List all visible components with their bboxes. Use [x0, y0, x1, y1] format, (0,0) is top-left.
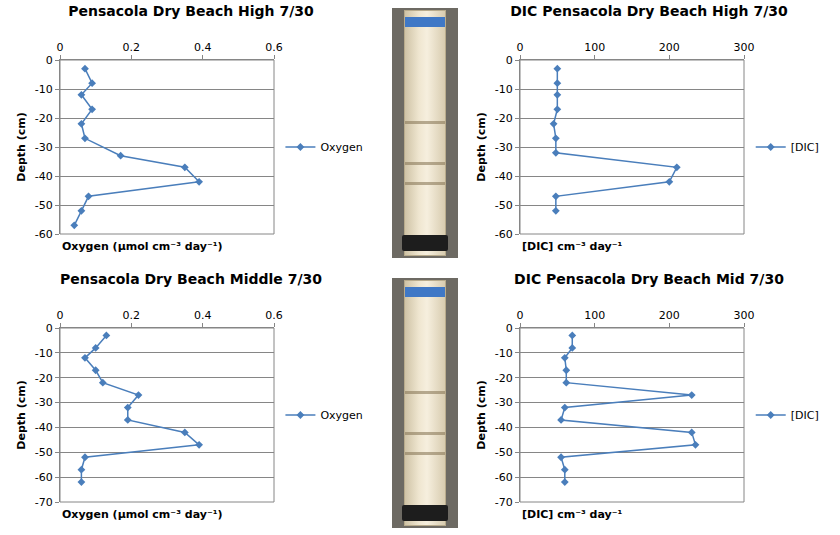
svg-text:0.2: 0.2	[123, 41, 141, 54]
svg-text:100: 100	[584, 309, 605, 322]
svg-text:300: 300	[734, 41, 755, 54]
svg-text:-20: -20	[495, 112, 513, 125]
svg-text:-60: -60	[495, 228, 513, 241]
svg-text:-70: -70	[495, 496, 513, 509]
svg-text:-60: -60	[35, 471, 53, 484]
svg-text:-40: -40	[35, 421, 53, 434]
svg-text:-50: -50	[495, 446, 513, 459]
svg-text:Oxygen (µmol cm⁻³ day⁻¹): Oxygen (µmol cm⁻³ day⁻¹)	[62, 508, 223, 521]
svg-text:Oxygen: Oxygen	[320, 141, 362, 154]
svg-text:Pensacola Dry Beach Middle 7/3: Pensacola Dry Beach Middle 7/30	[60, 271, 322, 287]
svg-text:-40: -40	[495, 421, 513, 434]
svg-text:-50: -50	[35, 199, 53, 212]
svg-text:Oxygen: Oxygen	[320, 409, 362, 422]
svg-text:300: 300	[734, 309, 755, 322]
svg-text:0: 0	[517, 41, 524, 54]
svg-text:-50: -50	[495, 199, 513, 212]
svg-text:DIC Pensacola Dry Beach Mid 7/: DIC Pensacola Dry Beach Mid 7/30	[514, 271, 784, 287]
svg-text:Oxygen (µmol cm⁻³ day⁻¹): Oxygen (µmol cm⁻³ day⁻¹)	[62, 240, 223, 253]
svg-text:-30: -30	[495, 141, 513, 154]
svg-text:Depth (cm): Depth (cm)	[15, 380, 28, 449]
svg-text:[DIC]: [DIC]	[791, 141, 819, 154]
svg-text:0.6: 0.6	[265, 309, 283, 322]
svg-text:Depth (cm): Depth (cm)	[475, 112, 488, 181]
svg-text:-30: -30	[35, 396, 53, 409]
svg-text:-20: -20	[35, 112, 53, 125]
svg-text:-20: -20	[35, 372, 53, 385]
svg-text:-10: -10	[495, 83, 513, 96]
svg-text:0: 0	[57, 309, 64, 322]
svg-text:0.2: 0.2	[123, 309, 141, 322]
svg-text:-60: -60	[495, 471, 513, 484]
svg-text:-30: -30	[495, 396, 513, 409]
svg-text:-10: -10	[495, 347, 513, 360]
svg-text:0.4: 0.4	[194, 309, 212, 322]
svg-text:-10: -10	[35, 347, 53, 360]
svg-text:-10: -10	[35, 83, 53, 96]
svg-text:-20: -20	[495, 372, 513, 385]
svg-text:0: 0	[46, 54, 53, 67]
svg-text:-40: -40	[35, 170, 53, 183]
svg-text:Depth (cm): Depth (cm)	[15, 112, 28, 181]
svg-text:0: 0	[517, 309, 524, 322]
svg-text:Pensacola Dry Beach High 7/30: Pensacola Dry Beach High 7/30	[68, 3, 314, 19]
svg-text:[DIC] cm⁻³ day⁻¹: [DIC] cm⁻³ day⁻¹	[522, 508, 623, 521]
svg-text:0: 0	[46, 322, 53, 335]
svg-text:200: 200	[659, 41, 680, 54]
svg-text:-50: -50	[35, 446, 53, 459]
svg-text:0.4: 0.4	[194, 41, 212, 54]
svg-text:[DIC] cm⁻³ day⁻¹: [DIC] cm⁻³ day⁻¹	[522, 240, 623, 253]
svg-text:[DIC]: [DIC]	[791, 409, 819, 422]
svg-text:-40: -40	[495, 170, 513, 183]
svg-text:-30: -30	[35, 141, 53, 154]
svg-text:-60: -60	[35, 228, 53, 241]
svg-text:DIC Pensacola Dry Beach High 7: DIC Pensacola Dry Beach High 7/30	[510, 3, 788, 19]
svg-text:0: 0	[506, 322, 513, 335]
svg-text:0: 0	[57, 41, 64, 54]
svg-text:100: 100	[584, 41, 605, 54]
svg-text:Depth (cm): Depth (cm)	[475, 380, 488, 449]
svg-text:-70: -70	[35, 496, 53, 509]
svg-text:200: 200	[659, 309, 680, 322]
svg-text:0: 0	[506, 54, 513, 67]
svg-text:0.6: 0.6	[265, 41, 283, 54]
